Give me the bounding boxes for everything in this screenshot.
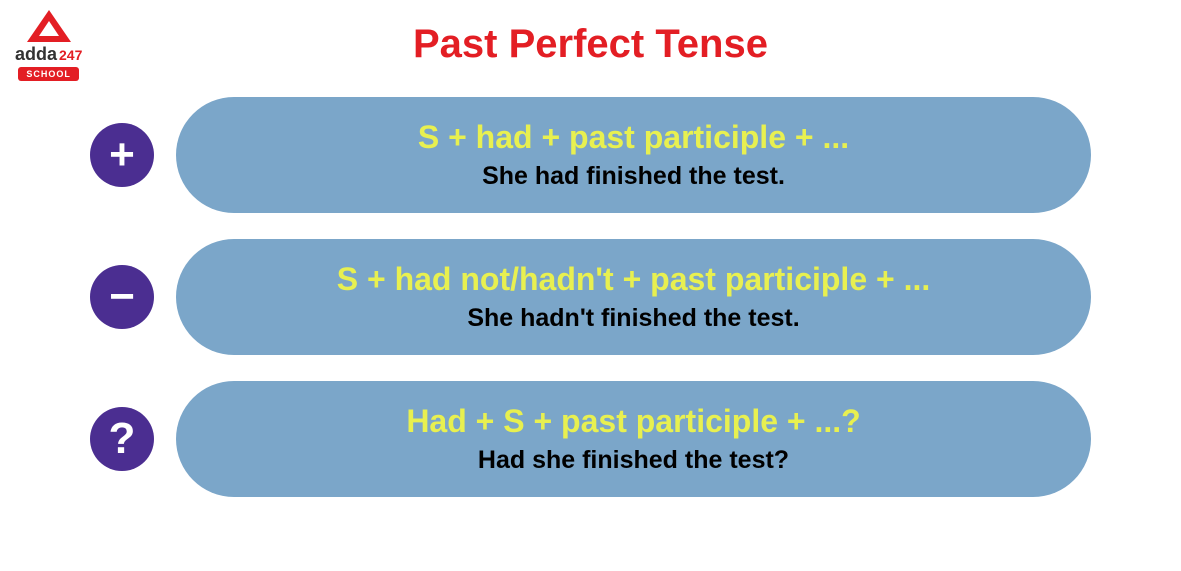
formula-question: Had + S + past participle + ...?: [406, 403, 860, 440]
rule-box-negative: S + had not/hadn't + past participle + .…: [176, 239, 1091, 355]
example-negative: She hadn't finished the test.: [467, 304, 799, 333]
formula-negative: S + had not/hadn't + past participle + .…: [337, 261, 931, 298]
rules-list: + S + had + past participle + ... She ha…: [0, 67, 1181, 497]
rule-box-positive: S + had + past participle + ... She had …: [176, 97, 1091, 213]
rule-negative: − S + had not/hadn't + past participle +…: [90, 239, 1091, 355]
symbol-question-icon: ?: [90, 407, 154, 471]
symbol-minus: −: [109, 275, 135, 319]
logo-brand-sub: 247: [59, 47, 82, 63]
rule-box-question: Had + S + past participle + ...? Had she…: [176, 381, 1091, 497]
logo-brand-main: adda: [15, 44, 57, 65]
rule-question: ? Had + S + past participle + ...? Had s…: [90, 381, 1091, 497]
example-positive: She had finished the test.: [482, 162, 785, 191]
page-title: Past Perfect Tense: [0, 0, 1181, 67]
logo-tag: SCHOOL: [18, 67, 79, 81]
logo-text: adda 247: [15, 44, 82, 65]
symbol-plus: +: [109, 133, 135, 177]
logo-triangle-icon: [27, 10, 71, 42]
symbol-question: ?: [109, 417, 136, 461]
symbol-plus-icon: +: [90, 123, 154, 187]
formula-positive: S + had + past participle + ...: [418, 119, 849, 156]
symbol-minus-icon: −: [90, 265, 154, 329]
rule-positive: + S + had + past participle + ... She ha…: [90, 97, 1091, 213]
brand-logo: adda 247 SCHOOL: [15, 10, 82, 81]
example-question: Had she finished the test?: [478, 446, 789, 475]
